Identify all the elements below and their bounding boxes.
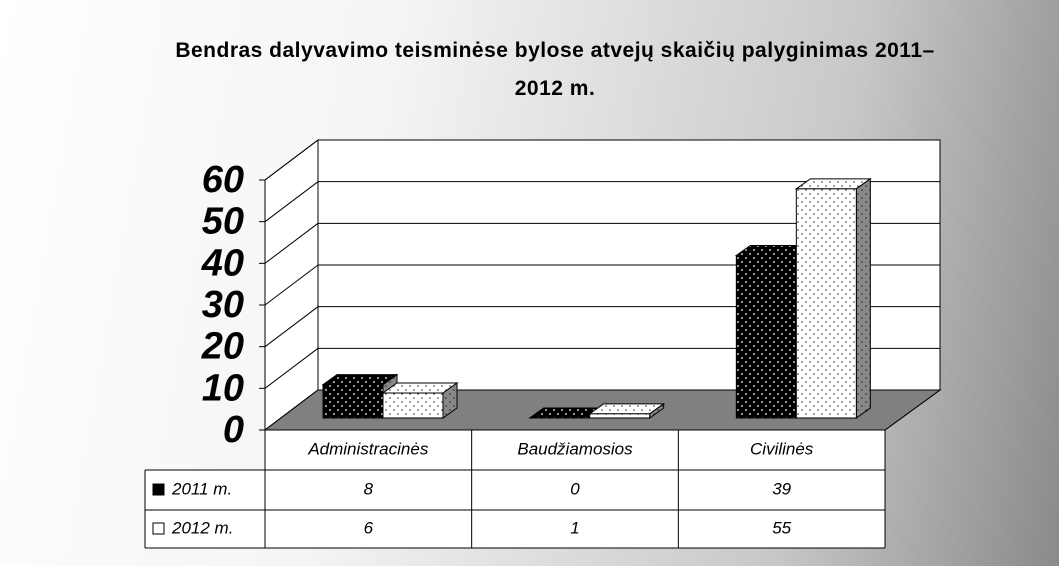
table-bg [265, 430, 885, 548]
table-value: 55 [772, 518, 791, 537]
legend-key [152, 483, 165, 496]
table-bg [145, 470, 265, 548]
table-value: 0 [570, 479, 580, 498]
y-tick-label: 60 [202, 159, 244, 201]
y-tick-label: 0 [223, 409, 244, 451]
grid-line [264, 306, 319, 348]
chart-title: Bendras dalyvavimo teisminėse bylose atv… [175, 39, 935, 100]
bar [735, 255, 797, 419]
grid-line [264, 139, 319, 181]
bar [795, 188, 857, 419]
grid-line [264, 347, 319, 389]
table-value: 1 [570, 518, 579, 537]
legend-key [152, 522, 165, 535]
grid-line [264, 264, 319, 306]
category-label: Baudžiamosios [517, 439, 633, 458]
grid-line [264, 181, 319, 223]
y-tick-label: 20 [201, 326, 244, 368]
legend-label: 2011 m. [171, 479, 232, 498]
table-value: 39 [772, 479, 791, 498]
category-label: Civilinės [750, 439, 814, 458]
table-value: 8 [364, 479, 374, 498]
y-tick-label: 50 [202, 201, 244, 243]
bar [382, 392, 444, 419]
table-value: 6 [364, 518, 374, 537]
y-tick-label: 40 [201, 242, 244, 284]
bar-side [855, 177, 871, 419]
bar [322, 384, 384, 419]
y-tick-label: 30 [202, 284, 244, 326]
grid-line [264, 222, 319, 264]
legend-label: 2012 m. [171, 518, 233, 537]
bar [589, 413, 651, 419]
y-tick-label: 10 [202, 367, 244, 409]
category-label: Administracinės [307, 439, 428, 458]
